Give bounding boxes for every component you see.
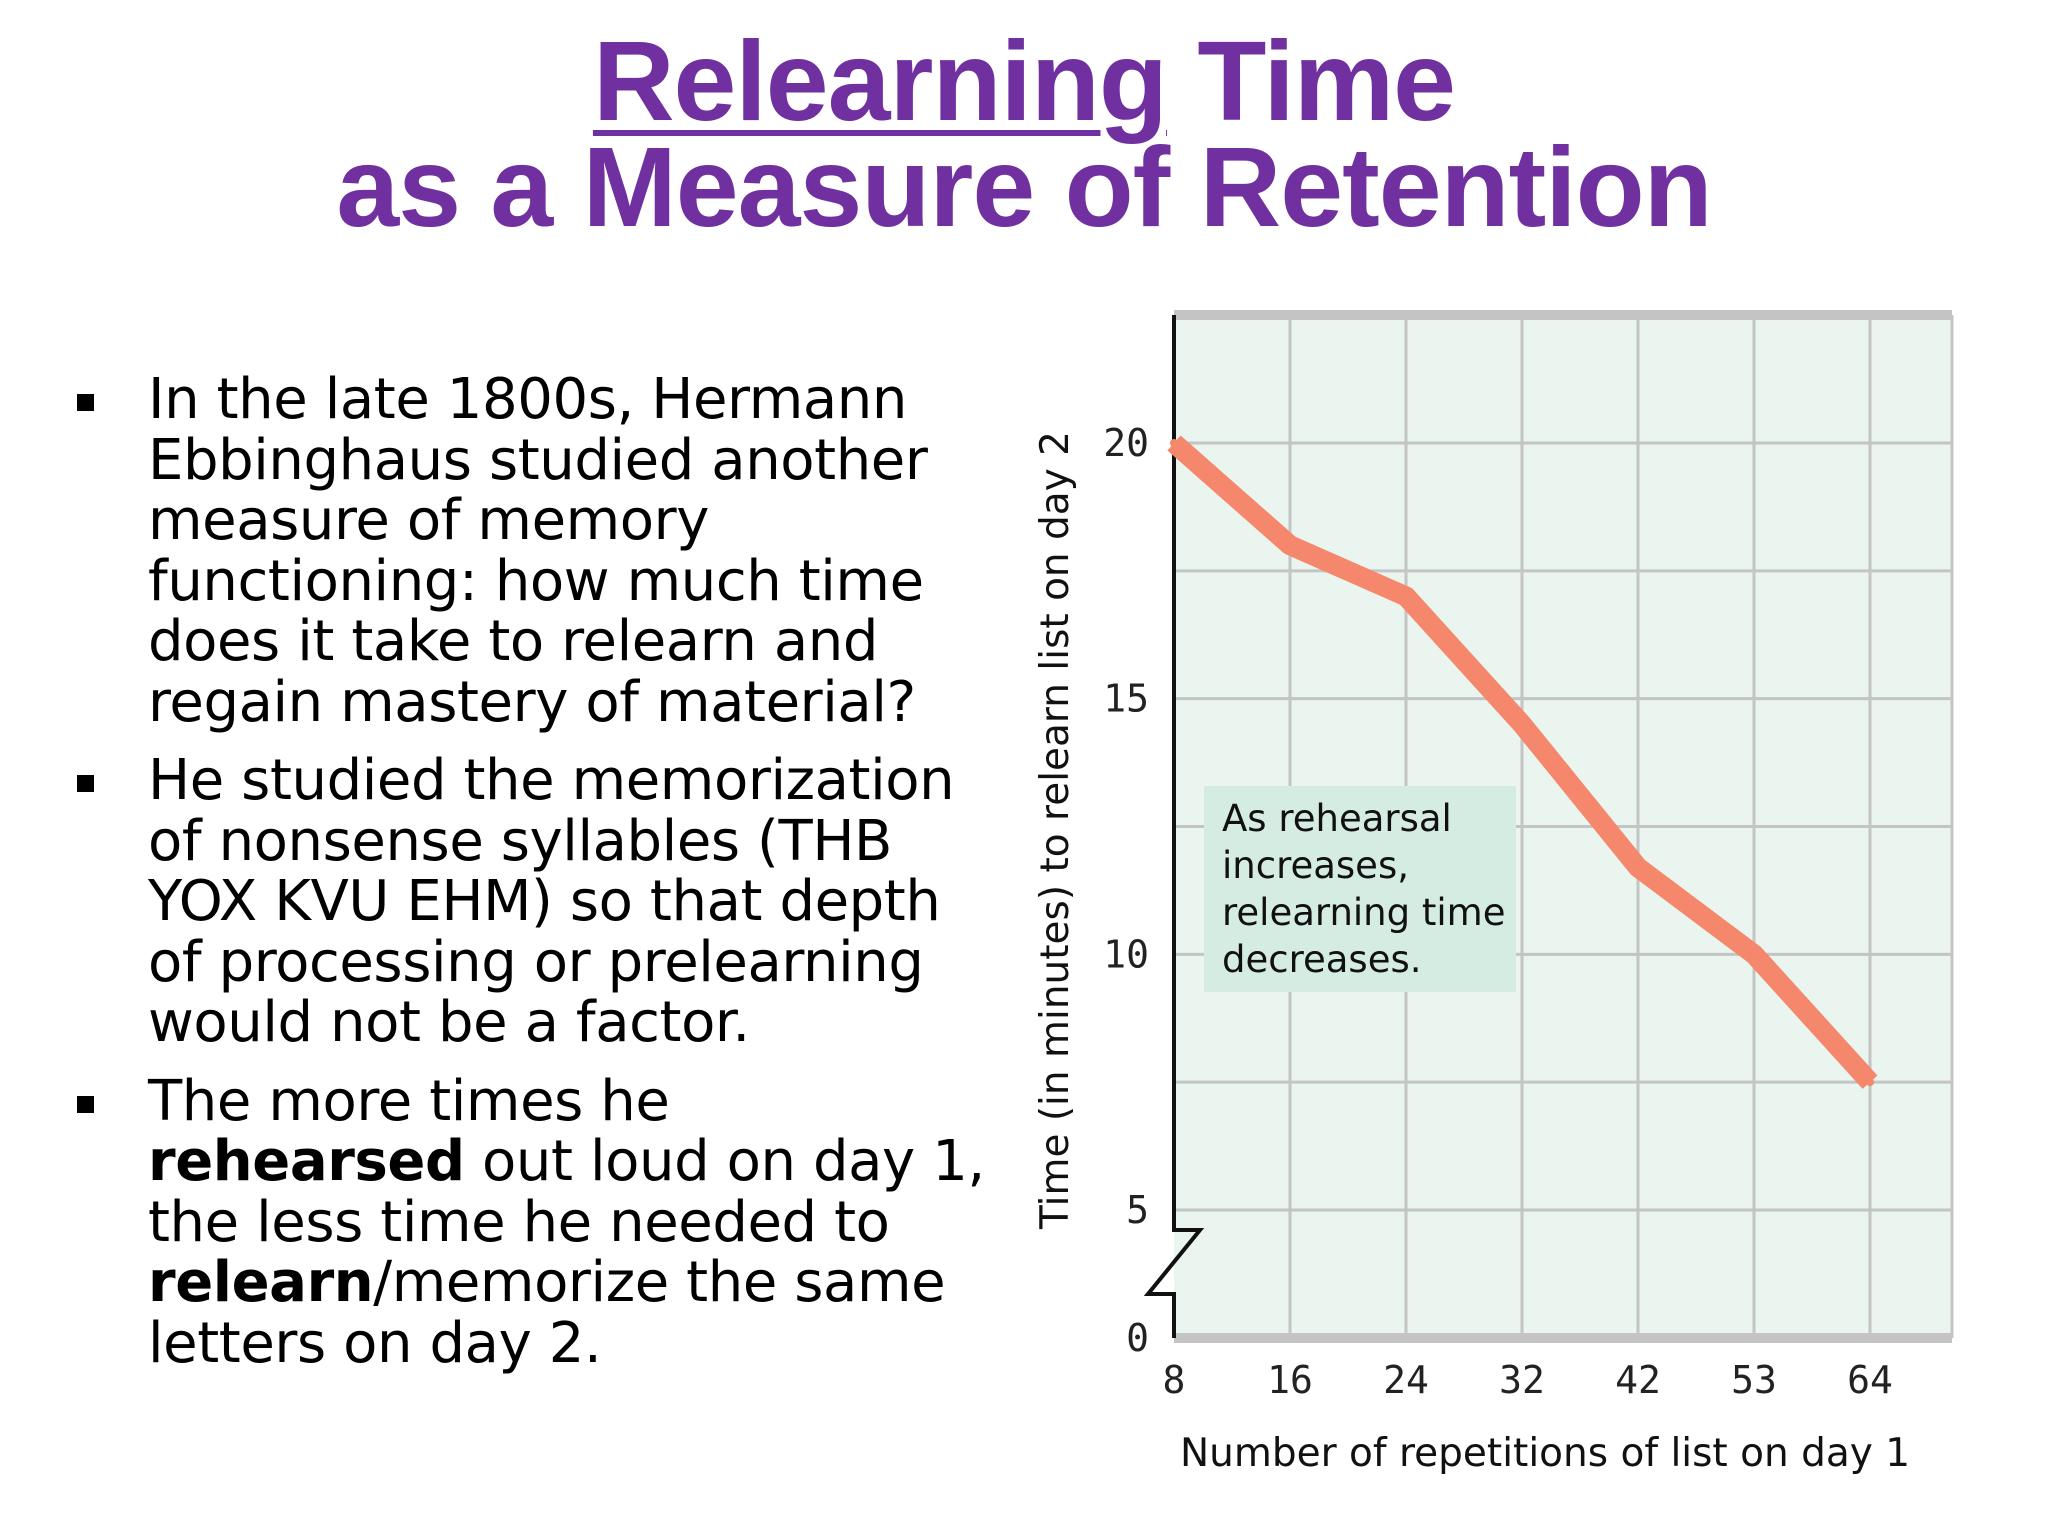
x-tick-label: 24 <box>1383 1358 1429 1402</box>
y-tick-label: 5 <box>1126 1188 1149 1232</box>
bullet-bold-word: relearn <box>148 1250 374 1315</box>
relearning-chart: 0 5 10 15 20 8 16 24 32 42 53 64 As rehearsal increas… <box>1000 290 1980 1510</box>
x-tick-label: 42 <box>1615 1358 1661 1402</box>
bullet-item: He studied the memorization of nonsense … <box>70 748 1000 1055</box>
annotation-text: relearning time <box>1222 891 1505 934</box>
bullet-item: In the late 1800s, Hermann Ebbinghaus st… <box>70 367 1000 735</box>
bullet-text: In the late 1800s, Hermann Ebbinghaus st… <box>148 367 928 735</box>
bullet-list: In the late 1800s, Hermann Ebbinghaus st… <box>70 367 1000 1392</box>
title-line-2: as a Measure of Retention <box>336 124 1712 250</box>
y-axis-title: Time (in minutes) to relearn list on day… <box>1033 431 1078 1230</box>
bullet-bold-word: rehearsed <box>148 1129 465 1194</box>
x-tick-label: 53 <box>1731 1358 1777 1402</box>
annotation-text: As rehearsal <box>1222 797 1452 840</box>
bullet-text-part: /memorize the same letters on day 2. <box>148 1250 946 1376</box>
y-tick-label: 15 <box>1103 677 1149 721</box>
bullet-square-icon <box>77 1095 94 1113</box>
data-point <box>1170 439 1178 447</box>
data-point <box>1750 950 1758 959</box>
annotation-box <box>1204 786 1516 992</box>
y-tick-label: 10 <box>1103 932 1149 976</box>
y-tick-label: 0 <box>1126 1316 1149 1360</box>
x-axis-title: Number of repetitions of list on day 1 <box>1180 1431 1910 1476</box>
data-point <box>1866 1078 1874 1087</box>
x-tick-label: 16 <box>1267 1358 1313 1402</box>
data-point <box>1634 863 1642 872</box>
x-tick-label: 32 <box>1499 1358 1545 1402</box>
bullet-text-part: out loud on day 1, the less time he need… <box>148 1129 985 1255</box>
data-point <box>1402 592 1410 601</box>
bullet-square-icon <box>77 775 94 792</box>
x-tick-label: 8 <box>1163 1358 1186 1402</box>
bullet-text: He studied the memorization of nonsense … <box>148 748 955 1055</box>
annotation-text: decreases. <box>1222 938 1422 981</box>
chart-svg: 0 5 10 15 20 8 16 24 32 42 53 64 As rehearsalincreas… <box>1033 310 1954 1476</box>
data-point <box>1518 720 1526 729</box>
data-point <box>1286 541 1294 550</box>
title-line-1-rest: Time <box>1166 18 1456 144</box>
y-axis-line-with-break <box>1143 315 1205 1338</box>
bullet-text-part: The more times he <box>148 1068 670 1134</box>
y-tick-label: 20 <box>1103 421 1149 465</box>
bullet-item: The more times he rehearsed out loud on … <box>70 1068 1000 1376</box>
bullet-square-icon <box>77 394 94 411</box>
title-line-1: Relearning Time <box>0 25 2048 138</box>
title-underlined-word: Relearning <box>592 18 1168 144</box>
x-tick-label: 64 <box>1847 1358 1893 1402</box>
annotation-text: increases, <box>1222 844 1409 887</box>
slide-title: Relearning Time as a Measure of Retentio… <box>0 25 2048 250</box>
